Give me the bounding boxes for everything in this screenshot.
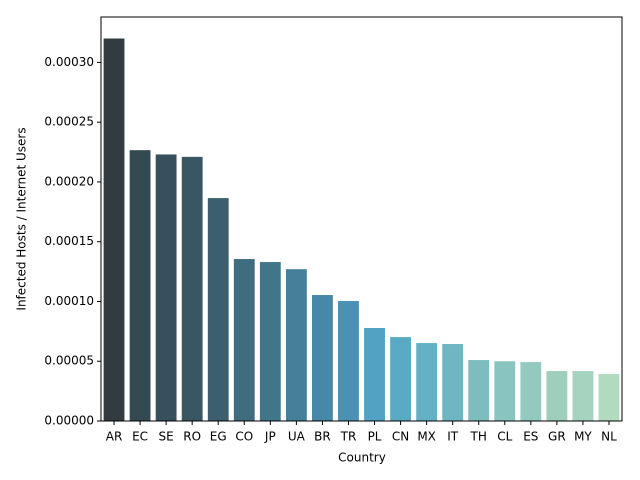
x-tick-label: TH [470, 430, 487, 444]
x-tick-label: NL [601, 430, 617, 444]
bar [312, 295, 333, 421]
bar [546, 371, 568, 421]
x-tick-label: SE [159, 430, 174, 444]
x-tick-label: UA [288, 430, 306, 444]
bar [155, 154, 177, 421]
bar [233, 259, 255, 421]
y-tick-label: 0.00025 [44, 115, 94, 129]
y-tick-label: 0.00000 [44, 414, 94, 428]
bar [338, 300, 359, 421]
bar [181, 156, 203, 421]
bar [598, 374, 620, 421]
x-tick-label: BR [314, 430, 331, 444]
y-tick-label: 0.00005 [44, 354, 94, 368]
bar [416, 343, 438, 421]
bar [285, 269, 307, 421]
x-tick-label: AR [106, 430, 123, 444]
y-tick-label: 0.00020 [44, 174, 94, 188]
x-tick-label: CL [497, 430, 512, 444]
x-tick-label: EG [210, 430, 227, 444]
bar [468, 360, 490, 421]
bar [129, 150, 151, 422]
x-tick-label: IT [447, 430, 459, 444]
y-tick-label: 0.00030 [44, 55, 94, 69]
x-tick-label: CO [235, 430, 253, 444]
x-tick-label: TR [340, 430, 357, 444]
bar [207, 198, 229, 421]
x-tick-label: GR [548, 430, 566, 444]
bar [494, 361, 516, 421]
x-tick-label: MX [417, 430, 436, 444]
x-tick-label: JP [264, 430, 276, 444]
bar [364, 328, 385, 421]
x-tick-label: PL [368, 430, 382, 444]
bar [520, 362, 542, 421]
bar [103, 38, 125, 421]
bar [442, 344, 464, 421]
bar [572, 371, 594, 421]
plot-frame [100, 16, 623, 422]
y-tick-label: 0.00015 [44, 234, 94, 248]
x-tick-label: RO [183, 430, 201, 444]
x-tick-label: CN [392, 430, 409, 444]
x-tick-label: MY [574, 430, 592, 444]
x-tick-label: EC [132, 430, 148, 444]
x-axis-label: Country [338, 451, 386, 465]
x-tick-label: ES [523, 430, 538, 444]
y-axis-label: Infected Hosts / Internet Users [15, 127, 29, 310]
y-tick-label: 0.00010 [44, 294, 94, 308]
bar [259, 262, 281, 421]
bar [390, 337, 411, 421]
